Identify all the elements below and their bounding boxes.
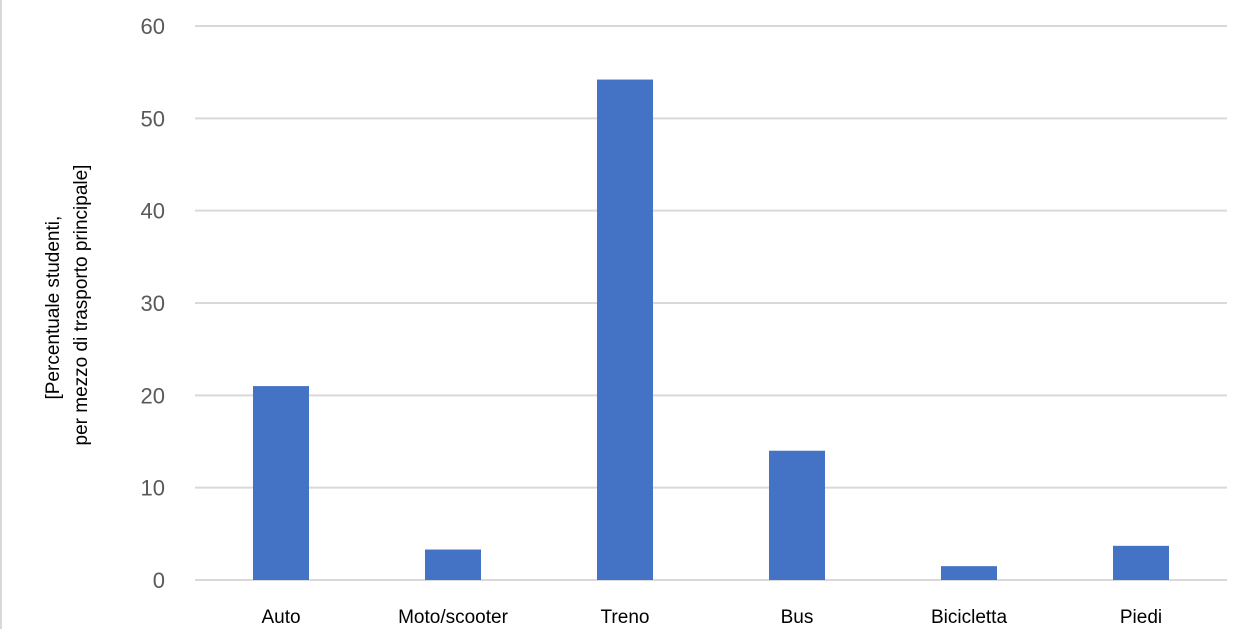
x-tick-labels: Auto Moto/scooter Treno Bus Bicicletta Piedi bbox=[261, 607, 1162, 628]
bar-auto bbox=[253, 386, 309, 580]
y-tick-label: 40 bbox=[141, 199, 165, 224]
y-tick-label: 10 bbox=[141, 476, 165, 501]
x-tick-label: Auto bbox=[261, 607, 300, 628]
x-tick-label: Bicicletta bbox=[931, 607, 1007, 628]
x-tick-label: Treno bbox=[601, 607, 650, 628]
y-tick-label: 50 bbox=[141, 106, 165, 131]
bar-treno bbox=[597, 79, 653, 580]
bar-bicicletta bbox=[941, 566, 997, 580]
y-tick-labels: 0 10 20 30 40 50 60 bbox=[141, 14, 165, 593]
bar-moto-scooter bbox=[425, 549, 481, 580]
y-axis-title: [Percentuale studenti, per mezzo di tras… bbox=[43, 165, 92, 446]
y-tick-label: 20 bbox=[141, 383, 165, 408]
y-axis-title-line-1: [Percentuale studenti, bbox=[43, 216, 64, 400]
x-tick-label: Bus bbox=[781, 607, 814, 628]
y-tick-label: 0 bbox=[153, 568, 165, 593]
bars bbox=[253, 79, 1169, 580]
y-tick-label: 60 bbox=[141, 14, 165, 39]
gridlines bbox=[195, 25, 1227, 581]
bar-bus bbox=[769, 450, 825, 580]
y-tick-label: 30 bbox=[141, 291, 165, 316]
x-tick-label: Moto/scooter bbox=[398, 607, 508, 628]
x-tick-label: Piedi bbox=[1120, 607, 1162, 628]
bar-piedi bbox=[1113, 545, 1169, 580]
y-axis-title-line-2: per mezzo di trasporto principale] bbox=[71, 165, 92, 446]
